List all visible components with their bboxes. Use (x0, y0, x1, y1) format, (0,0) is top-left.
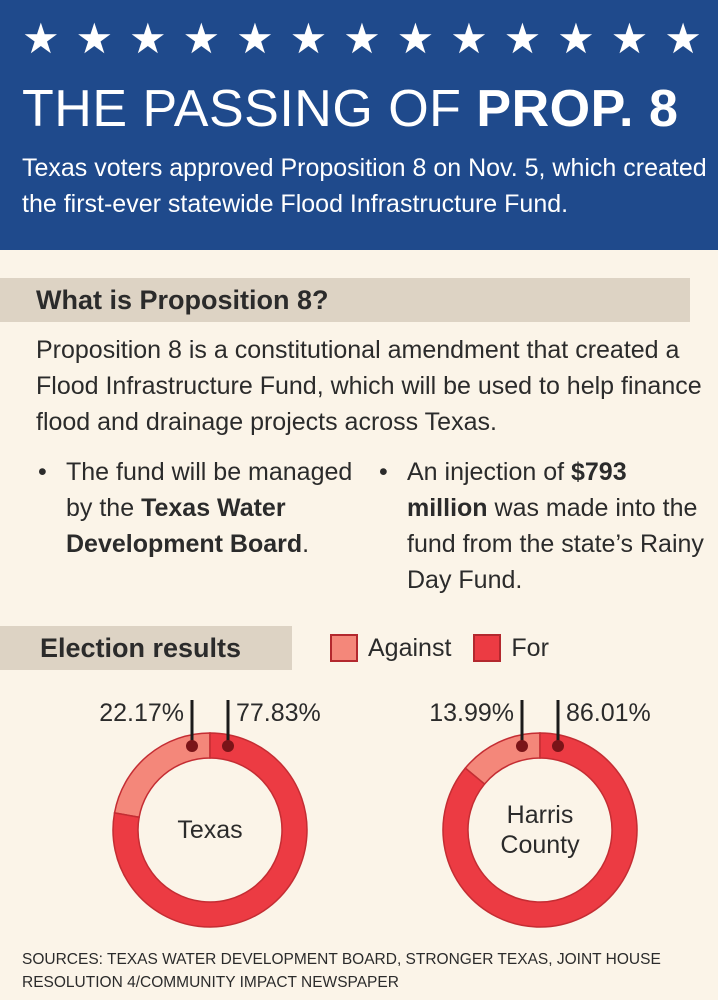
donut-slice-for (112, 732, 308, 928)
star-icon: ★ (75, 15, 114, 62)
donut-center-label: Harris County (500, 801, 580, 859)
what-is-heading-bar: What is Proposition 8? (0, 278, 690, 322)
what-is-body: Proposition 8 is a constitutional amendm… (36, 336, 702, 436)
leader-dot (186, 740, 198, 752)
star-icon: ★ (557, 15, 595, 62)
star-icon: ★ (450, 15, 488, 62)
star-icon: ★ (289, 15, 328, 62)
star-icon: ★ (664, 15, 702, 62)
donut-chart-harris: 13.99% 86.01% Harris County (420, 690, 660, 930)
bullet-fund-management: • The fund will be managed by the Texas … (38, 454, 356, 562)
donut-chart-texas: 22.17% 77.83% Texas (90, 690, 330, 930)
star-icon: ★ (343, 15, 381, 62)
donut-slice-against (464, 732, 541, 786)
header-banner: ★ ★ ★ ★ ★ ★ ★ ★ ★ ★ ★ ★ ★ THE PASSING OF PROP. 8 Tex… (0, 0, 718, 250)
donut-svg-texas (112, 700, 308, 928)
page-title: THE PASSING OF PROP. 8 (22, 76, 678, 142)
bullet2-post: was made into the fund from the state’s … (407, 494, 704, 594)
donut-slice-for (442, 732, 638, 928)
bullet-injection: • An injection of $793 million was made … (379, 454, 707, 598)
donut-center-label: Texas (177, 816, 243, 844)
legend-label-against: Against (368, 633, 452, 662)
star-icon: ★ (396, 15, 435, 62)
star-row: ★ ★ ★ ★ ★ ★ ★ ★ ★ ★ ★ ★ ★ (22, 12, 702, 66)
star-icon: ★ (236, 15, 274, 62)
leader-dot (552, 740, 564, 752)
bullet2-pre: An injection of (407, 458, 571, 486)
legend-label-for: For (511, 633, 549, 662)
star-icon: ★ (503, 15, 542, 62)
star-icon: ★ (182, 15, 221, 62)
title-light: THE PASSING OF (22, 80, 462, 138)
donut-svg-harris (442, 700, 638, 928)
title-bold: PROP. 8 (476, 80, 679, 138)
data-label-against: 13.99% (429, 699, 514, 727)
page-subtitle: Texas voters approved Proposition 8 on N… (22, 154, 707, 218)
bullet2-bold: $793 million (407, 458, 627, 522)
leader-dot (222, 740, 234, 752)
star-icon: ★ (129, 15, 167, 62)
bullet1-post: . (302, 530, 310, 558)
sources-footnote: Sources: Texas Water Development Board, … (22, 951, 661, 991)
star-icon: ★ (610, 15, 649, 62)
bullet-dot: • (379, 458, 388, 486)
legend-swatch-against (330, 634, 358, 662)
chart-legend: Against For (330, 630, 571, 666)
bullet-dot: • (38, 458, 47, 486)
what-is-heading: What is Proposition 8? (36, 285, 329, 315)
data-label-against: 22.17% (99, 699, 184, 727)
star-icon: ★ (22, 15, 60, 62)
data-label-for: 77.83% (236, 699, 321, 727)
bullet1-bold: Texas Water Development Board (66, 494, 303, 558)
bullet1-pre: The fund will be managed by the (66, 458, 353, 522)
data-label-for: 86.01% (566, 699, 651, 727)
leader-dot (516, 740, 528, 752)
legend-swatch-for (473, 634, 502, 662)
election-heading: Election results (40, 633, 242, 663)
election-heading-bar: Election results (0, 626, 292, 670)
